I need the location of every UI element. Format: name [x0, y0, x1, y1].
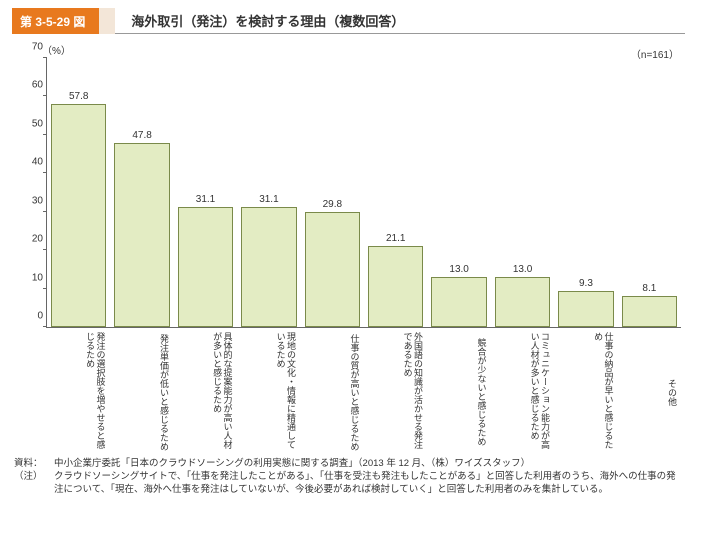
bar-column: 9.3 [558, 278, 613, 327]
x-axis-label: その他 [622, 332, 678, 452]
note-line: （注） クラウドソーシングサイトで、「仕事を発注したことがある」、「仕事を受注も… [14, 471, 685, 497]
y-tick-label: 50 [21, 118, 43, 129]
note-body: クラウドソーシングサイトで、「仕事を発注したことがある」、「仕事を受注も発注もし… [54, 471, 685, 497]
source-tag: 資料： [14, 458, 54, 471]
bar [241, 207, 296, 327]
bar-column: 31.1 [241, 194, 296, 327]
y-tick-mark [43, 211, 47, 212]
y-tick-mark [43, 172, 47, 173]
bar-plot: 01020304050607057.847.831.131.129.821.11… [46, 58, 681, 328]
bar [51, 104, 106, 327]
bar-value-label: 31.1 [196, 194, 215, 205]
bar-column: 57.8 [51, 91, 106, 327]
x-axis-label: 具体的な提案能力が高い人材が多いと感じるため [177, 332, 233, 452]
bar [622, 296, 677, 327]
y-tick-mark [43, 288, 47, 289]
y-tick-label: 70 [21, 42, 43, 53]
x-axis-label: 発注単価が低いと感じるため [114, 332, 170, 452]
figure-container: 第 3-5-29 図 海外取引（発注）を検討する理由（複数回答） （%） （n=… [0, 0, 703, 504]
bar [368, 246, 423, 327]
bar-value-label: 31.1 [259, 194, 278, 205]
y-tick-mark [43, 326, 47, 327]
x-axis-label: コミュニケーション能力が高い人材が多いと感じるため [495, 332, 551, 452]
x-axis-label: 競合が少ないと感じるため [431, 332, 487, 452]
note-tag: （注） [14, 471, 54, 497]
bar-value-label: 47.8 [132, 130, 151, 141]
x-axis-label: 仕事の質が高いと感じるため [304, 332, 360, 452]
y-tick-mark [43, 249, 47, 250]
y-tick-label: 30 [21, 195, 43, 206]
y-tick-label: 10 [21, 272, 43, 283]
figure-title: 海外取引（発注）を検討する理由（複数回答） [115, 8, 685, 34]
figure-number-tag: 第 3-5-29 図 [12, 8, 115, 34]
bar-value-label: 13.0 [449, 264, 468, 275]
bar [558, 291, 613, 327]
bar-value-label: 8.1 [642, 283, 656, 294]
bar-column: 8.1 [622, 283, 677, 327]
y-tick-label: 40 [21, 157, 43, 168]
bar [178, 207, 233, 327]
y-tick-label: 20 [21, 234, 43, 245]
y-axis-unit: （%） [42, 42, 71, 57]
footnotes: 資料： 中小企業庁委託「日本のクラウドソーシングの利用実態に関する調査」（201… [12, 458, 685, 496]
bar-value-label: 57.8 [69, 91, 88, 102]
chart-area: （%） （n=161） 01020304050607057.847.831.13… [12, 40, 685, 452]
bar [431, 277, 486, 327]
x-axis-labels: 発注の選択肢を増やせると感じるため発注単価が低いと感じるため具体的な提案能力が高… [46, 328, 681, 452]
y-tick-label: 60 [21, 80, 43, 91]
bar-column: 21.1 [368, 233, 423, 327]
y-tick-mark [43, 134, 47, 135]
source-line: 資料： 中小企業庁委託「日本のクラウドソーシングの利用実態に関する調査」（201… [14, 458, 685, 471]
bar-column: 31.1 [178, 194, 233, 327]
x-axis-label: 外国語の知識が活かせる発注であるため [368, 332, 424, 452]
y-tick-label: 0 [21, 311, 43, 322]
source-body: 中小企業庁委託「日本のクラウドソーシングの利用実態に関する調査」（2013 年 … [54, 458, 685, 471]
bar [495, 277, 550, 327]
bar [114, 143, 169, 327]
bar-value-label: 13.0 [513, 264, 532, 275]
bar-column: 29.8 [305, 199, 360, 327]
x-axis-label: 発注の選択肢を増やせると感じるため [50, 332, 106, 452]
bar-column: 47.8 [114, 130, 169, 327]
bar-value-label: 9.3 [579, 278, 593, 289]
x-axis-label: 現地の文化・情報に精通しているため [241, 332, 297, 452]
bar-column: 13.0 [495, 264, 550, 327]
y-tick-mark [43, 57, 47, 58]
bar-value-label: 21.1 [386, 233, 405, 244]
y-tick-mark [43, 95, 47, 96]
figure-header: 第 3-5-29 図 海外取引（発注）を検討する理由（複数回答） [12, 8, 685, 34]
bar [305, 212, 360, 327]
x-axis-label: 仕事の納品が早いと感じるため [558, 332, 614, 452]
bar-value-label: 29.8 [323, 199, 342, 210]
bar-column: 13.0 [431, 264, 486, 327]
